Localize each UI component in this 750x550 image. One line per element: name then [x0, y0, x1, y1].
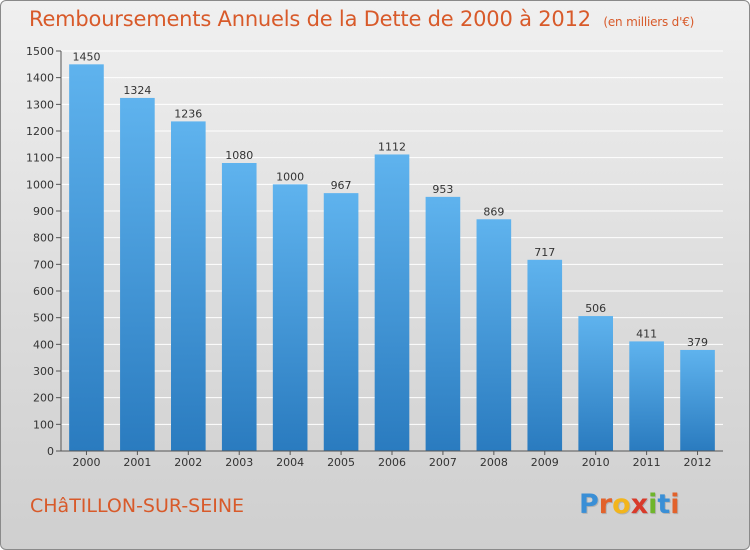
logo-letter: i — [648, 489, 658, 520]
data-label: 1080 — [225, 149, 253, 162]
data-label: 379 — [687, 336, 708, 349]
bar-2012 — [680, 349, 715, 451]
x-tick-label: 2006 — [378, 456, 406, 469]
bar-2008 — [476, 219, 512, 451]
x-tick-label: 2009 — [531, 456, 559, 469]
data-label: 717 — [534, 246, 555, 259]
y-tick-label: 600 — [33, 285, 54, 298]
chart-title-text: Remboursements Annuels de la Dette de 20… — [29, 7, 591, 31]
y-tick-label: 1400 — [26, 72, 54, 85]
x-tick-label: 2010 — [582, 456, 610, 469]
bar-2001 — [120, 97, 155, 451]
data-label: 1450 — [72, 50, 100, 63]
data-label: 1112 — [378, 140, 406, 153]
data-label: 1236 — [174, 107, 202, 120]
x-tick-label: 2004 — [276, 456, 304, 469]
chart-title: Remboursements Annuels de la Dette de 20… — [29, 7, 694, 31]
bar-2006 — [374, 154, 410, 451]
y-tick-label: 500 — [33, 312, 54, 325]
data-label: 953 — [432, 183, 453, 196]
y-tick-label: 700 — [33, 258, 54, 271]
bar-2009 — [527, 259, 563, 451]
city-name: CHâTILLON-SUR-SEINE — [30, 495, 245, 517]
y-tick-label: 1300 — [26, 98, 54, 111]
x-tick-label: 2003 — [225, 456, 253, 469]
y-tick-label: 1500 — [26, 45, 54, 58]
x-tick-label: 2011 — [633, 456, 661, 469]
y-tick-label: 100 — [33, 418, 54, 431]
bar-2000 — [69, 64, 104, 452]
data-label: 967 — [331, 179, 352, 192]
y-tick-label: 0 — [47, 445, 54, 458]
bar-2002 — [170, 121, 206, 452]
bar-2003 — [221, 163, 257, 451]
y-tick-label: 800 — [33, 232, 54, 245]
bars-layer: 1450 1324 1236 1080 1000 967 1112 953 869 717 506 4… — [69, 50, 715, 452]
logo-letter: x — [630, 489, 649, 520]
bar-2005 — [323, 193, 359, 451]
y-tick-label: 1100 — [26, 152, 54, 165]
logo-letter: i — [670, 489, 680, 520]
y-tick-label: 900 — [33, 205, 54, 218]
x-tick-label: 2008 — [480, 456, 508, 469]
x-tick-label: 2012 — [684, 456, 712, 469]
logo-letter: r — [598, 489, 613, 520]
axis-layer: 0 100 200 300 400 500 600 700 800 900 1000 1100 1200… — [26, 45, 723, 469]
logo-letter: t — [657, 489, 671, 520]
logo-letter: o — [612, 489, 631, 520]
data-label: 506 — [585, 302, 606, 315]
bar-2007 — [425, 196, 461, 451]
proxiti-logo: Proxiti — [579, 489, 680, 520]
bar-2011 — [629, 341, 664, 451]
x-tick-label: 2005 — [327, 456, 355, 469]
bar-2010 — [578, 316, 614, 451]
y-tick-label: 400 — [33, 338, 54, 351]
logo-letter: P — [579, 489, 599, 520]
y-tick-label: 1200 — [26, 125, 54, 138]
y-tick-label: 1000 — [26, 178, 54, 191]
y-tick-label: 300 — [33, 365, 54, 378]
chart-unit-label: (en milliers d'€) — [603, 15, 695, 29]
data-label: 1000 — [276, 170, 304, 183]
y-tick-label: 200 — [33, 392, 54, 405]
bar-2004 — [272, 184, 308, 452]
x-tick-label: 2001 — [123, 456, 151, 469]
x-tick-label: 2002 — [174, 456, 202, 469]
data-label: 1324 — [123, 84, 151, 97]
x-tick-label: 2007 — [429, 456, 457, 469]
data-label: 869 — [483, 205, 504, 218]
data-label: 411 — [636, 327, 657, 340]
x-tick-label: 2000 — [72, 456, 100, 469]
